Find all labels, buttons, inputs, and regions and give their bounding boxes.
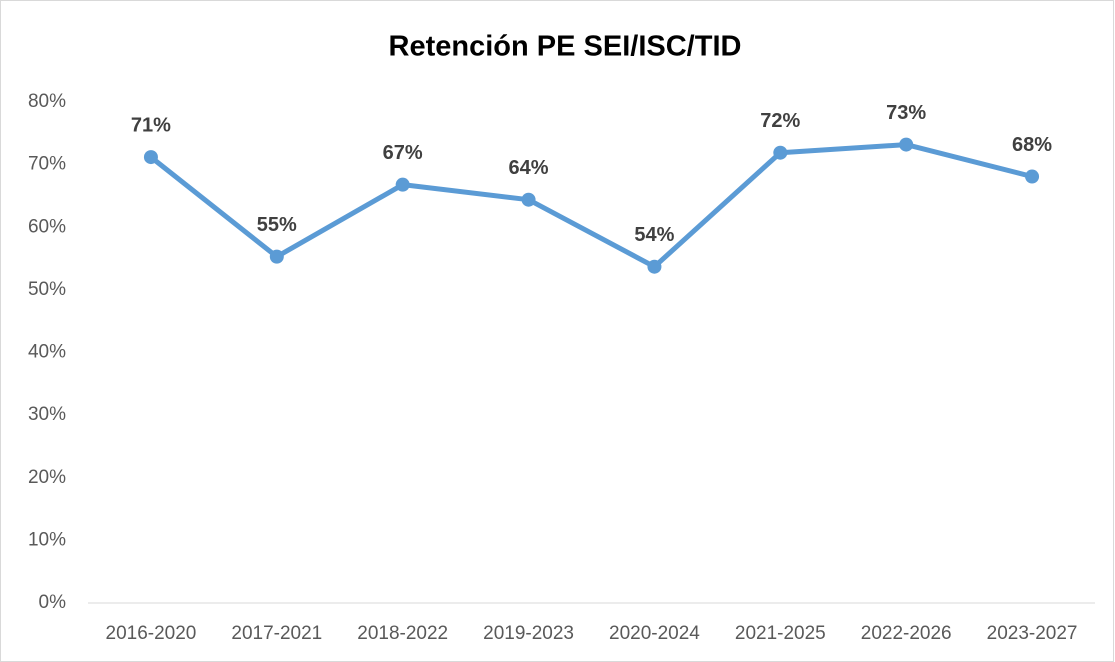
y-tick-label: 70%	[28, 154, 66, 175]
marker	[143, 150, 158, 165]
data-label: 64%	[509, 157, 549, 179]
data-label: 54%	[634, 224, 674, 246]
marker	[899, 137, 914, 152]
data-label: 73%	[886, 102, 926, 124]
x-tick-label: 2020-2024	[609, 623, 700, 644]
y-tick-label: 40%	[28, 342, 66, 363]
y-tick-label: 60%	[28, 216, 66, 237]
marker	[269, 249, 284, 264]
x-tick-label: 2019-2023	[483, 623, 574, 644]
y-tick-label: 10%	[28, 529, 66, 550]
marker	[395, 177, 410, 192]
y-tick-label: 0%	[39, 592, 67, 613]
x-tick-label: 2023-2027	[987, 623, 1078, 644]
chart-title: Retención PE SEI/ISC/TID	[389, 31, 742, 63]
data-label: 55%	[257, 214, 297, 236]
data-label: 72%	[760, 110, 800, 132]
data-label: 67%	[383, 142, 423, 164]
marker	[647, 259, 662, 274]
marker	[521, 192, 536, 207]
marker	[773, 145, 788, 160]
marker	[1025, 169, 1040, 184]
x-tick-label: 2017-2021	[231, 623, 322, 644]
x-tick-label: 2018-2022	[357, 623, 448, 644]
x-tick-label: 2021-2025	[735, 623, 826, 644]
data-label: 68%	[1012, 134, 1052, 156]
x-tick-label: 2016-2020	[106, 623, 197, 644]
y-tick-label: 80%	[28, 91, 66, 112]
x-tick-label: 2022-2026	[861, 623, 952, 644]
y-tick-label: 30%	[28, 404, 66, 425]
y-tick-label: 20%	[28, 467, 66, 488]
line	[149, 142, 1033, 270]
y-tick-label: 50%	[28, 279, 66, 300]
data-label: 71%	[131, 114, 171, 136]
